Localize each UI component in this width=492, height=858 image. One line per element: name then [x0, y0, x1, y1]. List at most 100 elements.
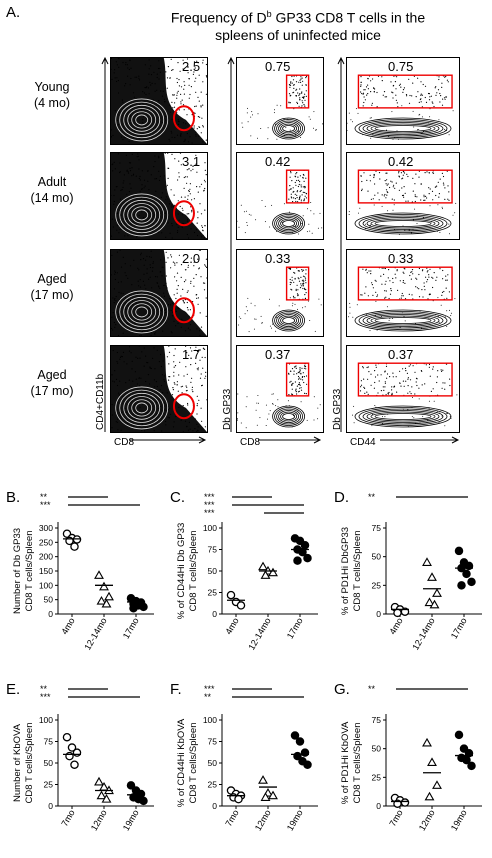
data-point — [94, 570, 104, 579]
data-point — [96, 595, 107, 605]
row-label-line1: Aged — [37, 272, 67, 286]
data-point — [303, 553, 312, 563]
flow-plot-r4-c3 — [346, 345, 460, 433]
flow-plot-graphic — [111, 58, 207, 144]
x-tick-label: 19mo — [449, 808, 469, 832]
flow-plot-r3-c1 — [110, 249, 208, 337]
x-tick-label: 7mo — [387, 808, 404, 828]
data-point — [258, 775, 268, 784]
x-tick-label: 19mo — [121, 808, 141, 832]
data-point — [424, 791, 435, 801]
flow-plot-r2-c2 — [236, 152, 324, 240]
scatter-chart-e: E. ***** 0 25 50 75 100 Number of KbOVA CD8 T ce… — [6, 681, 154, 832]
gp33-gate — [357, 74, 453, 109]
col1-xlabel: CD8 — [114, 437, 135, 448]
gp33-gate — [357, 169, 453, 204]
y-tick-label: 100 — [203, 715, 217, 725]
x-tick-label: 17mo — [449, 616, 469, 640]
x-tick-label: 12-14mo — [82, 616, 108, 652]
flow-plot-r3-c3 — [346, 249, 460, 337]
data-point — [70, 542, 79, 551]
data-point — [303, 760, 312, 769]
scatter-chart-b: B. ***** 0 50 100 150 200 250 300 Number of Db GP… — [6, 489, 154, 652]
y-tick-label: 75 — [208, 545, 218, 555]
x-tick-label: 4mo — [387, 616, 404, 636]
y-axis-label-line2: CD8 T cells/Spleen — [188, 723, 199, 804]
freq-r4-c2: 0.37 — [265, 347, 291, 362]
data-point — [139, 796, 148, 806]
data-point — [72, 748, 82, 757]
data-point — [268, 790, 278, 800]
y-axis-label-line1: % of PD1Hi KbOVA — [340, 721, 351, 804]
panel-letter: G. — [334, 681, 350, 698]
x-tick-label: 4mo — [223, 616, 240, 636]
y-axis-label-line2: CD8 T cells/Spleen — [24, 723, 35, 804]
x-tick-label: 12mo — [417, 808, 437, 832]
col3-ylabel: Db GP33 — [332, 388, 343, 430]
x-tick-label: 19mo — [285, 808, 305, 832]
flow-plot-r4-c2 — [236, 345, 324, 433]
row-label-1: Young (4 mo) — [0, 79, 104, 111]
y-tick-label: 25 — [208, 780, 218, 790]
data-point — [101, 598, 112, 608]
data-point — [234, 794, 243, 804]
row-label-line2: (4 mo) — [33, 96, 71, 110]
y-tick-label: 100 — [39, 715, 53, 725]
significance-stars: *** — [40, 500, 51, 510]
panel-a-letter: A. — [6, 4, 21, 21]
x-tick-label: 4mo — [59, 616, 76, 636]
y-tick-label: 0 — [212, 609, 217, 619]
panel-a-title: Frequency of Db GP33 CD8 T cells in the … — [118, 6, 478, 44]
data-point — [432, 780, 442, 789]
row-label-line1: Young — [34, 80, 70, 94]
flow-plot-graphic — [111, 250, 207, 336]
y-axis-label-line1: % of PD1Hi DbGP33 — [340, 527, 351, 615]
significance-stars: ** — [368, 684, 376, 694]
data-point — [300, 540, 310, 550]
significance-stars: *** — [204, 684, 215, 694]
data-point — [99, 581, 109, 591]
significance-stars: *** — [204, 500, 215, 510]
panel-letter: B. — [6, 489, 20, 506]
data-point — [467, 761, 476, 771]
title-line2: spleens of uninfected mice — [215, 26, 381, 43]
flow-plot-r1-c1 — [110, 57, 208, 145]
panel-letter: C. — [170, 489, 185, 506]
significance-stars: *** — [204, 492, 215, 502]
panel-letter: F. — [170, 681, 182, 698]
x-tick-label: 7mo — [223, 808, 240, 828]
data-point — [260, 570, 271, 579]
flow-plot-r3-c2 — [236, 249, 324, 337]
data-point — [290, 731, 300, 740]
y-tick-label: 50 — [208, 566, 218, 576]
scatter-chart-f: F. ***** 0 25 50 75 100 % of CD44Hi KbOVA CD8 T … — [170, 681, 318, 832]
flow-plot-r1-c3 — [346, 57, 460, 145]
x-tick-label: 7mo — [59, 808, 76, 828]
data-point — [94, 776, 104, 786]
flow-plot-graphic — [347, 74, 454, 140]
y-tick-label: 75 — [44, 737, 54, 747]
panel-letter: D. — [334, 489, 349, 506]
freq-r3-c1: 2.0 — [182, 251, 201, 266]
y-tick-label: 50 — [208, 758, 218, 768]
data-point — [393, 608, 402, 618]
data-point — [260, 792, 271, 801]
gp33-gate — [285, 169, 310, 204]
significance-stars: ** — [40, 492, 48, 502]
freq-r2-c2: 0.42 — [265, 154, 291, 169]
dense-population — [111, 153, 207, 239]
x-tick-label: 12-14mo — [410, 616, 436, 652]
y-tick-label: 50 — [372, 552, 382, 562]
flow-plot-r1-c2 — [236, 57, 324, 145]
y-tick-label: 50 — [44, 595, 54, 605]
data-point — [454, 730, 464, 740]
freq-r2-c3: 0.42 — [388, 154, 414, 169]
flow-plot-graphic — [241, 74, 323, 140]
flow-plot-graphic — [111, 346, 207, 432]
y-tick-label: 50 — [372, 744, 382, 754]
flow-plot-graphic — [238, 266, 322, 333]
row-label-line1: Aged — [37, 368, 67, 382]
y-axis-label-line2: CD8 T cells/Spleen — [24, 531, 35, 612]
gp33-gate — [285, 362, 310, 397]
cd8-gate — [172, 105, 195, 132]
